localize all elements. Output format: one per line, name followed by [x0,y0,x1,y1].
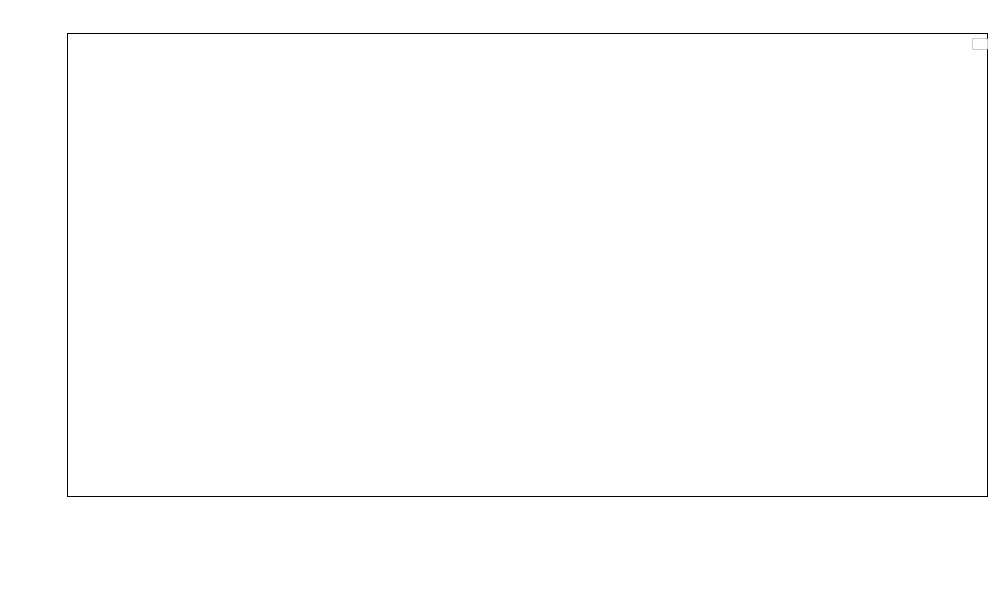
data-series-layer [68,34,989,498]
chart-legend [972,38,988,50]
y-axis-tick-labels [0,33,62,497]
plot-area [67,33,988,497]
x-axis-tick-labels [67,497,988,577]
